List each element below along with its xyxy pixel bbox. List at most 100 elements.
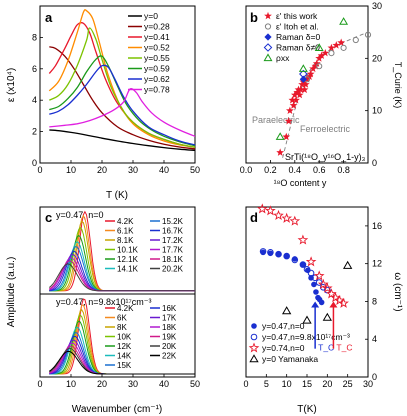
panel-d-legend-marker [250, 333, 258, 341]
panel-b-point [332, 41, 341, 49]
panel-b-y-tick-label: 30 [372, 1, 382, 11]
panel-d-tc-label: T_C [318, 343, 334, 353]
panel-b-point [295, 90, 304, 99]
panel-d-point [313, 289, 319, 295]
panel-c-bottom-legend-label: 17K [162, 314, 177, 323]
panel-c-letter: c [45, 210, 52, 225]
panel-d-xlabel: T(K) [297, 404, 316, 415]
panel-a-x-tick-label: 0 [37, 165, 42, 175]
panel-c-bottom-legend-label: 15K [117, 361, 132, 370]
panel-d-point [303, 266, 311, 273]
panel-d-y-tick-label: 4 [372, 334, 377, 344]
panel-b-legend-label: ρxx [276, 53, 290, 63]
panel-c-frame [39, 206, 196, 378]
panel-b-point [276, 148, 285, 156]
panel-b-point [301, 80, 310, 88]
panel-c-bottom-title: y=0.47, n=9.8x10¹⁷cm⁻³ [56, 297, 152, 307]
panel-b-legend-label: Raman δ=0 [276, 32, 320, 42]
panel-b-point [309, 64, 317, 73]
panel-b-point [292, 96, 300, 104]
panel-d-point [275, 251, 282, 258]
panel-d-y-tick-label: 0 [372, 372, 377, 382]
panel-b-legend-label: ε' this work [276, 11, 318, 21]
panel-c-top-legend-label: 17.2K [162, 236, 184, 245]
panel-c-top-legend-label: 14.1K [117, 265, 139, 274]
panel-b-point [297, 85, 305, 94]
panel-b-legend-marker [264, 11, 272, 20]
panel-d-point [273, 209, 284, 221]
panel-d-legend-label: y=0.74,n=0 [262, 343, 305, 353]
panel-b-legend-marker [264, 23, 272, 30]
panel-a-legend-label: y=0.28 [144, 22, 170, 32]
panel-a-legend-label: y=0 [144, 11, 158, 21]
panel-d-point [305, 256, 317, 267]
panel-c-x-tick-label: 30 [128, 379, 138, 389]
panel-a-series-line [49, 55, 196, 147]
panel-d-x-tick-label: 30 [363, 379, 373, 389]
panel-d-point [289, 215, 301, 226]
panel-d-point [338, 297, 349, 308]
panel-b-y-tick-label: 10 [372, 106, 382, 116]
panel-b-point [364, 31, 372, 38]
panel-b-letter: b [250, 10, 258, 25]
panel-c-top-legend-label: 6.1K [117, 227, 134, 236]
panel-a-letter: a [45, 10, 53, 25]
panel-d-point [307, 269, 315, 277]
panel-b-point [327, 43, 336, 52]
panel-a-x-tick-label: 50 [190, 165, 200, 175]
panel-d-point [265, 205, 276, 216]
panel-c-top-legend-label: 4.2K [117, 217, 134, 226]
panel-d-point [291, 256, 299, 264]
panel-b-x-tick-label: 0.8 [337, 165, 350, 175]
panel-a-series-line [49, 64, 196, 146]
panel-a-x-tick-label: 10 [66, 165, 76, 175]
panel-c-top-series-line [48, 263, 195, 292]
panel-b-point [340, 44, 347, 51]
panel-d-point [313, 270, 325, 281]
panel-b-legend-label: ε' Itoh et al. [276, 22, 319, 32]
panel-d-y-tick-label: 8 [372, 296, 377, 306]
panel-c-bottom-legend-label: 8K [117, 323, 127, 332]
panel-d-point [256, 203, 268, 214]
panel-a-plot: 0 10 20 30 40 5002468y=0y=0.28y=0.41y=0.52y=0… [32, 9, 200, 175]
panel-b-paraelectric: Paraelectric [252, 115, 300, 125]
panel-a-ylabel: ε (x10⁴) [6, 68, 17, 102]
panel-d-tc-label: T_C [336, 343, 352, 353]
panel-c-bottom-legend-label: 19K [162, 333, 177, 342]
panel-b-point [306, 69, 315, 78]
panel-a-y-tick-label: 8 [32, 32, 37, 42]
panel-a-series-line [48, 22, 196, 148]
panel-b-x-tick-label: 0.0 [240, 165, 253, 175]
panel-b-point [314, 43, 324, 51]
panel-a-y-tick-label: 6 [32, 64, 37, 74]
panel-b-point [286, 106, 294, 114]
panel-c-bottom-legend-label: 16K [162, 304, 177, 313]
panel-b-point [312, 59, 321, 67]
panel-d-point [326, 288, 337, 299]
panel-b-legend-marker [263, 43, 273, 52]
panel-b-point [288, 96, 297, 104]
panel-a-xlabel: T (K) [106, 190, 128, 201]
panel-c-bottom-legend-label: 20K [162, 342, 177, 351]
panel-c-x-tick-label: 10 [66, 379, 76, 389]
panel-b-point [275, 132, 285, 140]
panel-d-point [334, 294, 345, 306]
panel-b-point [339, 17, 349, 25]
panel-a-y-tick-label: 4 [32, 95, 37, 105]
panel-a-y-tick-label: 0 [32, 158, 37, 168]
panel-b-x-tick-label: 0.2 [264, 165, 277, 175]
panel-c-bottom-legend-label: 22K [162, 352, 177, 361]
panel-d-legend-marker [251, 323, 257, 329]
panel-d-legend-label: y=0.47,n=9.8x10¹⁷cm⁻³ [262, 332, 350, 342]
panel-b-point [352, 36, 359, 44]
panel-c-x-tick-label: 50 [190, 379, 200, 389]
panel-c-bottom-legend-label: 18K [162, 323, 177, 332]
panel-b-ferroelectric: Ferroelectric [300, 124, 351, 134]
panel-b-point [315, 54, 324, 62]
panel-d-point [267, 249, 274, 256]
panel-c-bottom-legend-label: 4.2K [117, 304, 134, 313]
panel-b-point [303, 75, 311, 83]
panel-c-x-tick-label: 40 [159, 379, 169, 389]
panel-b-point [299, 69, 308, 79]
